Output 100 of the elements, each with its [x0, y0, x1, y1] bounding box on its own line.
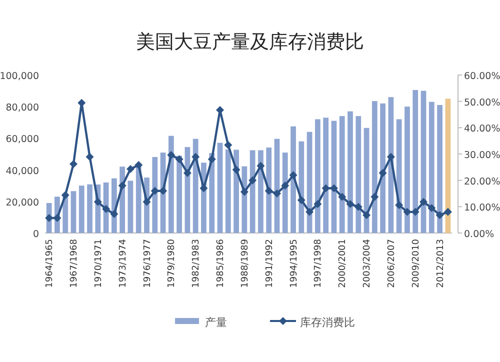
point: [297, 196, 306, 204]
x-tick-label: 1991/1992: [264, 239, 275, 288]
y-tick-label: 60,000: [6, 134, 39, 146]
x-tick-label: 2006/2007: [386, 239, 397, 288]
x-tick-label: 2003/2004: [362, 238, 373, 288]
bar: [87, 184, 92, 233]
point: [378, 168, 387, 177]
point: [118, 182, 126, 190]
point: [183, 168, 192, 177]
bar: [266, 148, 272, 233]
point: [175, 155, 184, 164]
x-tick-label: 1994/1995: [289, 239, 300, 288]
bar: [298, 141, 304, 233]
point: [354, 202, 362, 211]
bar: [315, 119, 320, 233]
point: [395, 201, 404, 210]
x-tick-label: 1988/1989: [240, 238, 250, 288]
y-tick-label: 80,000: [6, 102, 39, 114]
x-tick-label: 1970/1971: [94, 239, 104, 288]
point: [314, 200, 322, 208]
point: [306, 208, 314, 216]
bar: [428, 102, 434, 233]
x-tick-label: 1997/1998: [314, 238, 324, 288]
y-tick-label: 100,000: [0, 71, 39, 82]
point: [281, 182, 290, 190]
bar: [78, 186, 84, 233]
y-tick-label: 40,000: [6, 166, 39, 177]
bar: [217, 142, 223, 233]
legend-label: 库存消费比: [300, 316, 355, 329]
bar: [372, 101, 378, 233]
point: [86, 152, 94, 161]
legend-label: 产量: [205, 316, 227, 329]
point: [159, 186, 168, 195]
point: [248, 176, 257, 184]
x-tick-label: 1985/1986: [216, 238, 226, 288]
bar: [168, 136, 174, 233]
y2-tick-label: 40.00%: [464, 124, 500, 135]
x-tick-label: 1967/1968: [69, 238, 80, 288]
bar: [282, 152, 288, 233]
x-tick-label: 1982/1983: [192, 239, 202, 288]
point: [330, 184, 338, 192]
bar: [128, 180, 134, 233]
y-tick-label: 20,000: [6, 197, 39, 208]
point: [370, 192, 379, 201]
point: [411, 208, 420, 216]
bar: [136, 166, 142, 233]
point: [94, 198, 102, 206]
bar: [404, 106, 410, 233]
bar: [152, 157, 158, 233]
bar: [445, 98, 451, 233]
bar: [323, 118, 329, 233]
point: [78, 98, 86, 107]
bar: [348, 111, 353, 233]
point: [69, 160, 78, 168]
x-tick-label: 2012/2013: [436, 239, 446, 288]
point: [346, 200, 354, 208]
y-tick-label: 0: [32, 229, 39, 240]
point: [126, 165, 134, 174]
x-tick-label: 2000/2001: [338, 239, 348, 288]
point: [167, 151, 176, 160]
bar: [356, 116, 362, 233]
bar: [258, 150, 264, 233]
point: [232, 166, 240, 174]
chart-title: 美国大豆产量及库存消费比: [136, 31, 364, 53]
y2-tick-label: 60.00%: [464, 71, 500, 82]
x-tick-label: 1973/1974: [118, 238, 128, 288]
y2-tick-label: 50.00%: [464, 97, 500, 108]
x-tick-label: 1979/1980: [167, 238, 178, 288]
y2-tick-label: 10.00%: [464, 202, 500, 214]
point: [420, 198, 428, 206]
point: [444, 208, 452, 216]
y2-tick-label: 30.00%: [464, 150, 500, 161]
point: [53, 214, 62, 222]
point: [403, 208, 412, 216]
point: [289, 171, 298, 180]
bar: [339, 116, 345, 233]
bar: [225, 149, 231, 233]
bar: [250, 150, 256, 233]
point: [322, 184, 330, 192]
point: [192, 152, 200, 161]
x-tick-label: 1976/1977: [142, 239, 153, 288]
point: [142, 198, 151, 206]
x-tick-label: 2009/2010: [411, 238, 422, 288]
point: [338, 192, 346, 201]
point: [102, 205, 110, 214]
point: [428, 204, 436, 212]
bar: [380, 103, 386, 233]
point: [208, 155, 216, 164]
point: [134, 161, 143, 170]
point: [256, 162, 265, 170]
point: [224, 141, 232, 150]
bar: [437, 105, 442, 233]
bar: [176, 156, 182, 233]
point: [61, 191, 70, 200]
point: [362, 211, 371, 220]
point: [436, 211, 444, 220]
point: [110, 210, 118, 218]
bar: [290, 126, 296, 233]
y2-tick-label: 0.00%: [464, 229, 494, 240]
point: [272, 190, 281, 198]
